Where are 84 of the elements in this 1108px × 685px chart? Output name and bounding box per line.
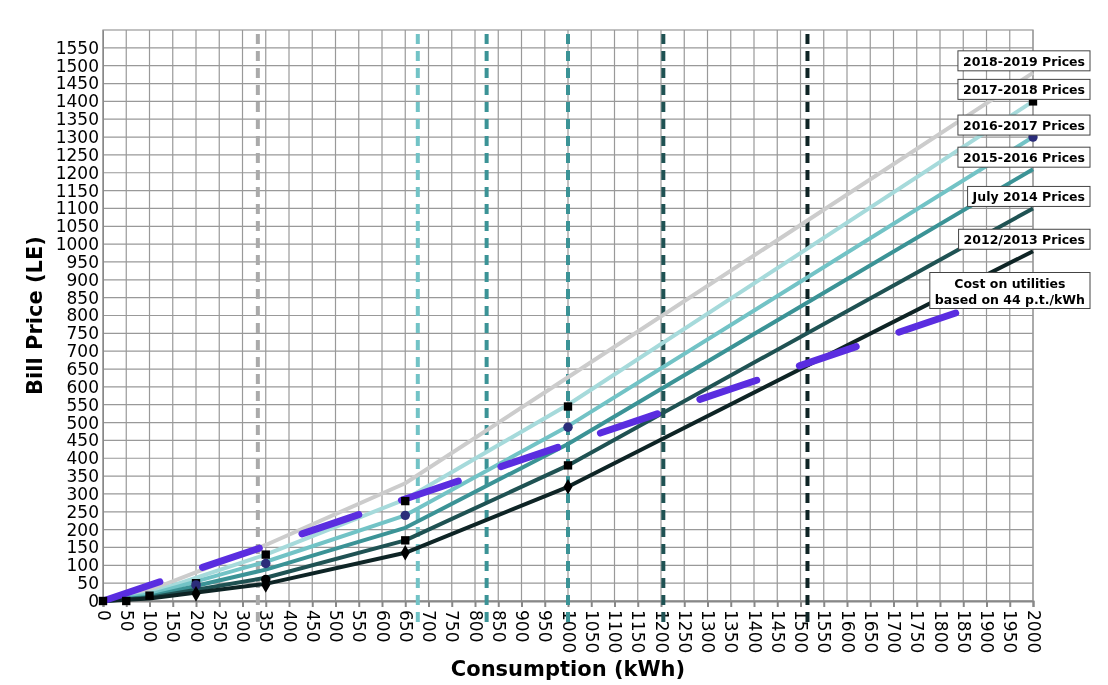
- x-tick-label: 450: [302, 610, 323, 643]
- y-tick-label: 1500: [55, 55, 99, 76]
- point: [145, 591, 154, 600]
- y-tick-label: 100: [66, 555, 99, 576]
- x-tick-label: 150: [163, 610, 184, 643]
- y-tick-label: 1150: [55, 180, 99, 201]
- x-tick-label: 1100: [605, 610, 626, 654]
- x-tick-label: 600: [372, 610, 393, 643]
- y-tick-label: 550: [66, 394, 99, 415]
- x-tick-label: 750: [442, 610, 463, 643]
- y-tick-label: 150: [66, 537, 99, 558]
- point: [261, 550, 270, 559]
- y-tick-label: 250: [66, 501, 99, 522]
- y-tick-label: 1400: [55, 91, 99, 112]
- point: [122, 596, 131, 606]
- y-tick-label: 200: [66, 519, 99, 540]
- x-tick-label: 800: [465, 610, 486, 643]
- series-label: 2017-2018 Prices: [962, 82, 1085, 98]
- x-tick-label: 900: [512, 610, 533, 643]
- y-tick-label: 800: [66, 305, 99, 326]
- point: [563, 402, 573, 411]
- x-tick-label: 1150: [628, 610, 649, 654]
- x-tick-label: 950: [535, 610, 556, 643]
- y-tick-label: 400: [66, 448, 99, 469]
- y-tick-label: 1450: [55, 73, 99, 94]
- x-tick-label: 0: [93, 610, 114, 621]
- point: [401, 496, 410, 506]
- y-tick-label: 1300: [55, 127, 99, 147]
- series-label: 2016-2017 Prices: [962, 118, 1085, 134]
- x-tick-label: 1950: [1000, 610, 1021, 654]
- x-tick-label: 1350: [721, 610, 742, 654]
- y-tick-label: 600: [66, 376, 99, 397]
- y-tick-label: 1050: [55, 216, 99, 237]
- x-tick-label: 1850: [953, 610, 974, 654]
- series-label: 2015-2016 Prices: [962, 150, 1085, 166]
- y-tick-label: 1100: [55, 198, 99, 219]
- x-tick-label: 1900: [977, 610, 998, 654]
- x-tick-label: 250: [209, 610, 230, 643]
- x-tick-label: 200: [186, 610, 207, 643]
- series-label: 2012/2013 Prices: [963, 232, 1085, 248]
- x-tick-label: 500: [326, 610, 347, 643]
- x-tick-label: 350: [256, 610, 277, 643]
- x-tick-label: 1200: [651, 610, 672, 654]
- x-tick-label: 1450: [767, 610, 788, 654]
- x-tick-label: 1250: [674, 610, 695, 654]
- x-tick-label: 1400: [744, 610, 765, 654]
- x-tick-label: 1650: [860, 610, 881, 654]
- y-tick-label: 1250: [55, 144, 99, 165]
- x-tick-label: 1750: [907, 610, 928, 654]
- y-tick-label: 1350: [55, 109, 99, 130]
- point: [400, 510, 410, 521]
- series-label: Cost on utilities based on 44 p.t./kWh: [934, 275, 1085, 307]
- series-label: July 2014 Prices: [971, 189, 1085, 205]
- y-tick-label: 1200: [55, 162, 99, 183]
- x-tick-label: 50: [116, 610, 137, 632]
- y-axis-title: Bill Price (LE): [23, 236, 47, 395]
- x-tick-label: 700: [419, 610, 440, 643]
- x-tick-label: 1550: [814, 610, 835, 654]
- point: [563, 422, 573, 432]
- x-tick-label: 300: [233, 610, 254, 643]
- x-tick-label: 1500: [791, 610, 812, 654]
- x-tick-label: 1300: [698, 610, 719, 654]
- x-tick-label: 650: [395, 610, 416, 643]
- y-tick-label: 1550: [55, 37, 99, 58]
- point: [261, 558, 271, 569]
- point: [401, 536, 410, 545]
- point: [563, 461, 573, 470]
- series-label: 2018-2019 Prices: [962, 53, 1085, 69]
- y-tick-label: 900: [66, 269, 99, 290]
- y-tick-label: 450: [66, 430, 99, 451]
- x-tick-label: 1050: [581, 610, 602, 654]
- y-tick-label: 500: [66, 412, 99, 433]
- x-tick-label: 400: [279, 610, 300, 643]
- x-tick-label: 1000: [558, 610, 579, 654]
- x-tick-label: 2000: [1023, 610, 1044, 654]
- x-tick-label: 100: [140, 610, 161, 643]
- x-axis-title: Consumption (kWh): [450, 657, 686, 681]
- x-tick-label: 1600: [837, 610, 858, 654]
- x-tick-label: 1800: [930, 610, 951, 654]
- x-tick-label: 550: [349, 610, 370, 643]
- x-tick-label: 1700: [884, 610, 905, 654]
- x-tick-label: 850: [488, 610, 509, 643]
- y-tick-label: 750: [66, 323, 99, 344]
- y-tick-label: 850: [66, 287, 99, 308]
